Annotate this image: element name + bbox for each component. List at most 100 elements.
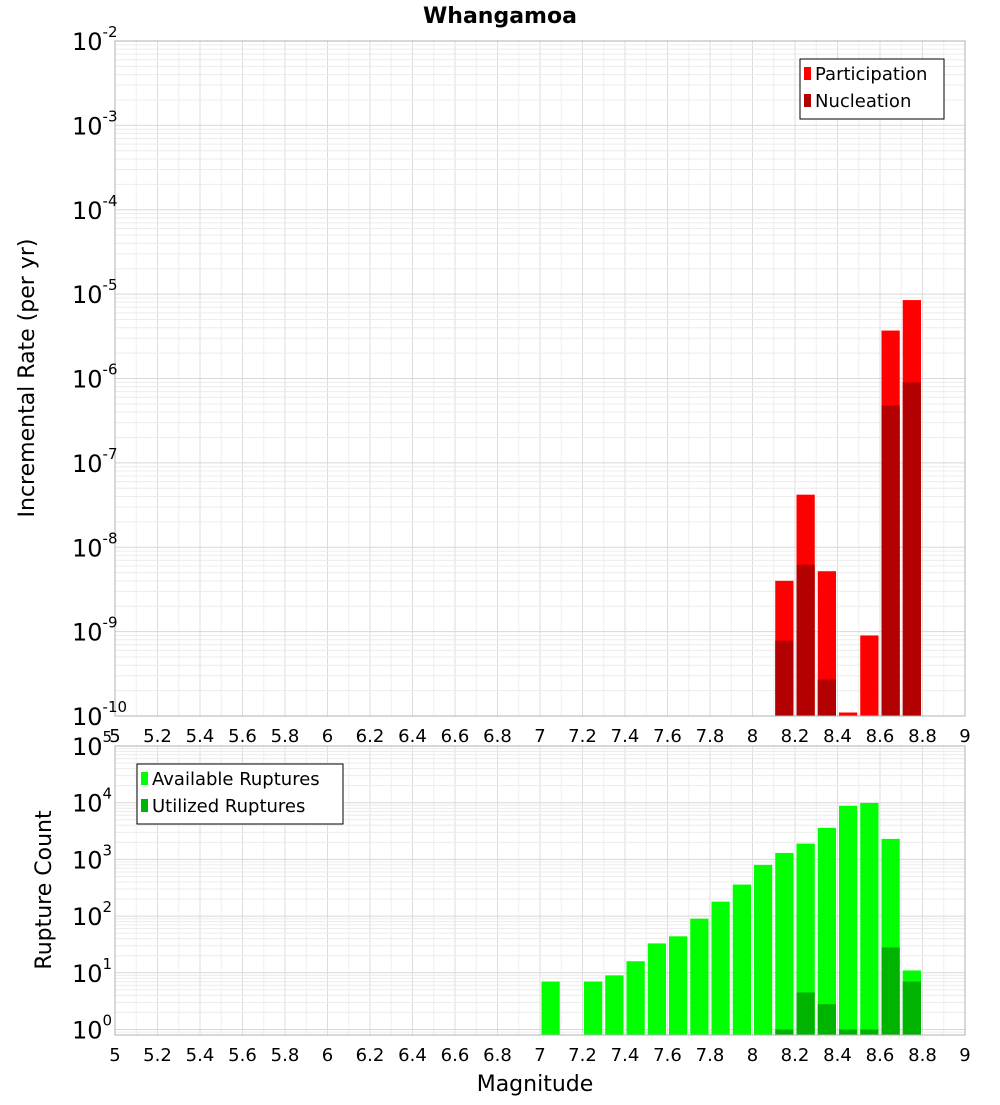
bar-nucleation [817,679,836,716]
chart-title: Whangamoa [423,4,577,29]
y-tick-label: 105 [72,728,112,761]
x-tick-label: 8.6 [866,1045,895,1066]
x-tick-label: 5.8 [271,1045,300,1066]
bar-nucleation [775,640,794,716]
x-tick-label: 8.8 [908,1045,937,1066]
x-tick-label: 9 [959,726,970,747]
bar-utilized-ruptures [881,947,900,1035]
y-tick-exponent: -7 [103,445,118,463]
y-tick-exponent: 2 [103,898,113,916]
y-tick-exponent: 5 [103,728,113,746]
x-tick-label: 7.6 [653,726,682,747]
x-tick-label: 8.2 [781,1045,810,1066]
bar-available-ruptures [775,852,794,1035]
y-tick-exponent: -9 [103,614,118,632]
x-tick-label: 8.8 [908,726,937,747]
bar-nucleation [902,382,921,716]
legend-box [799,58,945,120]
x-tick-label: 7.4 [611,726,640,747]
bar-available-ruptures [584,981,603,1035]
x-tick-label: 6.4 [398,1045,427,1066]
bar-utilized-ruptures [902,981,921,1035]
x-axis-label: Magnitude [477,1072,594,1097]
legend: Available Ruptures Utilized Ruptures [136,763,344,825]
y-tick-exponent: -8 [103,529,118,547]
bar-available-ruptures [541,981,560,1035]
y-tick-exponent: -2 [103,23,118,41]
bar-available-ruptures [690,918,709,1035]
bar-participation [860,635,879,716]
y-tick-label: 10-2 [72,23,118,56]
x-tick-label: 6.6 [441,726,470,747]
bar-available-ruptures [817,827,836,1035]
x-tick-label: 6 [322,1045,333,1066]
x-tick-label: 6.4 [398,726,427,747]
bar-utilized-ruptures [839,1029,858,1035]
x-tick-label: 9 [959,1045,970,1066]
x-tick-label: 8.2 [781,726,810,747]
bar-available-ruptures [669,936,688,1035]
legend: Participation Nucleation [799,58,945,120]
x-tick-label: 8.4 [823,726,852,747]
y-tick-exponent: 3 [103,841,113,859]
legend-label: Available Ruptures [152,769,320,790]
legend-box [136,763,344,825]
bar-available-ruptures [754,864,773,1035]
x-tick-label: 5.8 [271,726,300,747]
y-axis-label: Rupture Count [32,810,57,970]
bar-available-ruptures [796,843,815,1035]
plot-border [114,40,966,717]
y-tick-label: 10-7 [72,445,118,478]
y-tick-labels: 10-210-310-410-510-610-710-810-910-10 [72,23,127,731]
x-tick-label: 6.2 [356,1045,385,1066]
x-tick-label: 7.8 [696,1045,725,1066]
x-tick-label: 7.6 [653,1045,682,1066]
legend-label: Nucleation [815,91,911,112]
y-tick-exponent: 4 [103,785,113,803]
y-tick-exponent: -5 [103,276,118,294]
x-tick-label: 5.4 [186,726,215,747]
x-tick-label: 6.6 [441,1045,470,1066]
y-tick-label: 101 [72,955,112,988]
y-tick-label: 10-8 [72,529,118,562]
bar-utilized-ruptures [796,992,815,1035]
x-tick-label: 7.4 [611,1045,640,1066]
x-tick-label: 7 [534,1045,545,1066]
bar-utilized-ruptures [817,1004,836,1035]
x-tick-labels: 5 5.2 5.4 5.6 5.8 6 6.2 6.4 6.6 6.8 7 7.2 7.4 7.6 7.8 8… [109,1045,970,1066]
y-tick-label: 10-9 [72,614,118,647]
x-tick-label: 6.8 [483,1045,512,1066]
legend-swatch [141,772,148,785]
plot-border [114,745,966,1036]
y-tick-exponent: -4 [103,192,118,210]
bar-utilized-ruptures [775,1029,794,1035]
y-axis-label: Incremental Rate (per yr) [15,239,40,518]
x-tick-labels: 5 5.2 5.4 5.6 5.8 6 6.2 6.4 6.6 6.8 7 7.2 7.4 7.6 7.8 8… [109,726,970,747]
bar-available-ruptures [839,805,858,1035]
y-tick-label: 103 [72,841,112,874]
x-tick-label: 8.6 [866,726,895,747]
bar-available-ruptures [711,901,730,1035]
x-tick-label: 5.6 [228,726,257,747]
x-tick-label: 7 [534,726,545,747]
series-utilized-ruptures [775,947,921,1035]
y-tick-exponent: -6 [103,361,118,379]
x-tick-label: 6.8 [483,726,512,747]
legend-swatch [141,799,148,812]
legend-swatch [804,94,811,107]
x-tick-label: 7.8 [696,726,725,747]
x-tick-label: 5.2 [143,726,172,747]
chart-panel-1: 10-210-310-410-510-610-710-810-910-105 5.… [15,4,971,747]
y-tick-label: 100 [72,1012,112,1045]
x-tick-label: 5.4 [186,1045,215,1066]
y-tick-label: 102 [72,898,112,931]
x-tick-label: 5 [109,1045,120,1066]
y-tick-exponent: -10 [103,698,128,716]
bar-available-ruptures [626,961,645,1035]
y-tick-label: 104 [72,785,112,818]
bar-available-ruptures [732,884,751,1035]
x-tick-label: 5.2 [143,1045,172,1066]
